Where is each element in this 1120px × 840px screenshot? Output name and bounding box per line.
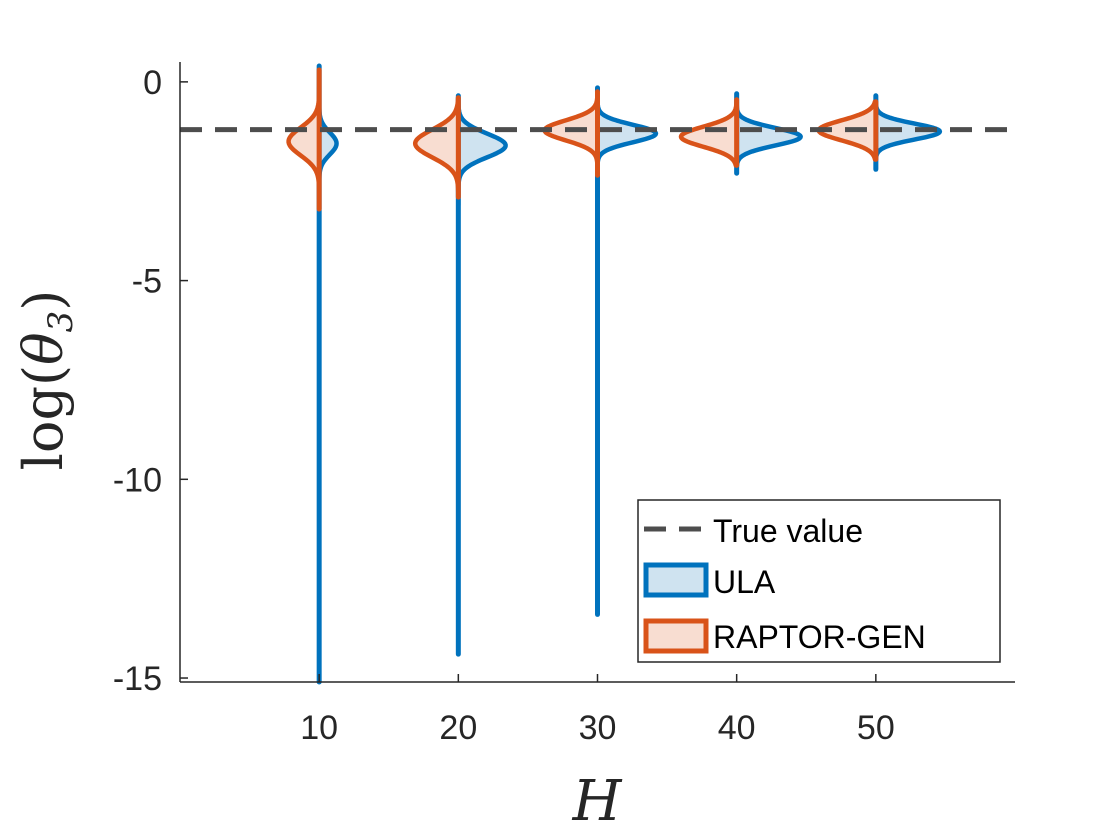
x-tick-label: 50 [857, 709, 895, 747]
legend-ula-label: ULA [713, 564, 776, 600]
y-axis-label: log(θ3) [12, 290, 81, 471]
raptor-gen-violin-half [286, 69, 322, 212]
raptor-gen-violin-half [542, 89, 600, 178]
raptor-gen-violin-half [678, 97, 739, 168]
x-tick-label: 10 [300, 709, 338, 747]
y-tick-label: -10 [113, 461, 162, 499]
x-axis-label: H [572, 769, 623, 834]
y-axis-label-func: log( [12, 365, 75, 470]
y-axis-label-close: ) [12, 290, 75, 311]
axes: 10 20 30 40 50 0 -5 -10 -15 [113, 62, 1015, 747]
y-tick-label: -15 [113, 660, 162, 698]
y-tick-label: 0 [143, 64, 162, 102]
x-tick-label: 20 [439, 709, 477, 747]
y-tick-label: -5 [132, 263, 162, 301]
y-axis-label-sub: 3 [41, 311, 81, 333]
ula-violin-half [734, 91, 803, 176]
legend-raptor-gen-swatch [643, 618, 709, 654]
legend-true-value-label: True value [713, 513, 863, 549]
legend: True value ULA RAPTOR-GEN [637, 499, 1001, 663]
ula-violin-half [595, 87, 659, 180]
legend-raptor-gen-label: RAPTOR-GEN [713, 619, 926, 655]
y-axis-label-symbol: θ [12, 332, 75, 365]
raptor-gen-violin-half [412, 95, 461, 200]
ula-violin-half [316, 85, 339, 202]
legend-ula-swatch [643, 562, 709, 598]
x-tick-label: 30 [579, 709, 617, 747]
ula-violin-half [873, 93, 943, 172]
ula-violin-half [456, 93, 508, 208]
x-tick-label: 40 [718, 709, 756, 747]
